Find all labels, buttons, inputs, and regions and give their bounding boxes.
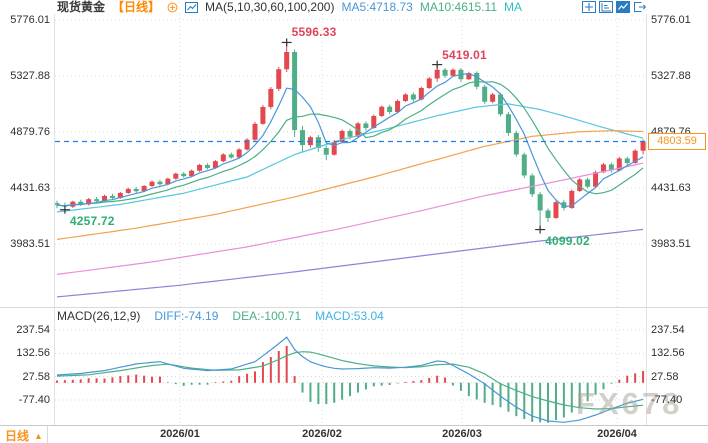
macd-dea-readout: DEA:-100.71 xyxy=(232,309,302,323)
y-axis-tick-left: 5776.01 xyxy=(10,14,50,26)
macd-params-label: MACD(26,12,9) xyxy=(57,309,141,323)
chart-header: 现货黄金 【日线】 MA(5,10,30,60,100,200) MA5:471… xyxy=(57,0,522,15)
macd-axis-tick-left: 237.54 xyxy=(16,324,50,336)
price-annotation: 5596.33 xyxy=(291,25,337,40)
macd-diff-readout: DIFF:-74.19 xyxy=(154,309,219,323)
price-annotation: 5419.01 xyxy=(442,47,487,62)
y-axis-tick-left: 5327.88 xyxy=(10,70,50,82)
macd-axis-tick-right: 27.58 xyxy=(651,370,679,383)
candlestick-chart-icon[interactable] xyxy=(185,2,199,13)
x-axis-label: 2026/04 xyxy=(597,428,637,440)
y-axis-tick-right: 5327.88 xyxy=(651,70,691,82)
exit-chart-icon[interactable] xyxy=(633,1,647,13)
ma5-readout: MA5:4718.73 xyxy=(341,0,413,14)
macd-panel xyxy=(56,336,645,423)
current-price-tag: 4803.59 xyxy=(648,133,706,151)
macd-value-readout: MACD:53.04 xyxy=(315,309,384,323)
ma-more-readout: MA xyxy=(504,0,523,14)
price-annotation: 4257.72 xyxy=(69,213,115,228)
macd-axis-tick-left: 27.58 xyxy=(22,370,50,383)
macd-axis-tick-left: 132.56 xyxy=(16,347,50,360)
chart-toolbar xyxy=(582,1,647,13)
y-axis-tick-right: 4431.63 xyxy=(651,182,691,194)
ma10-readout: MA10:4615.11 xyxy=(419,0,498,14)
period-tag: 【日线】 xyxy=(112,0,161,14)
y-axis-tick-left: 4431.63 xyxy=(10,182,50,194)
x-axis-label: 2026/03 xyxy=(442,428,482,440)
y-axis-tick-left: 3983.51 xyxy=(10,238,50,250)
macd-axis-tick-right: -77.40 xyxy=(651,393,683,406)
y-axis-tick-right: 3983.51 xyxy=(651,238,691,250)
x-axis-label: 2026/01 xyxy=(160,428,200,440)
triangle-up-icon: ▲ xyxy=(34,430,43,441)
macd-header: MACD(26,12,9) DIFF:-74.19 DEA:-100.71 MA… xyxy=(57,309,384,324)
axis-scale-icon[interactable] xyxy=(599,1,613,13)
ma-indicator-label: MA(5,10,30,60,100,200) xyxy=(205,0,335,14)
price-annotation: 4099.02 xyxy=(545,233,590,248)
x-axis-label: 2026/02 xyxy=(302,428,342,440)
period-selector[interactable]: 日线 ▲ xyxy=(5,427,43,443)
macd-axis-tick-right: 237.54 xyxy=(651,324,685,336)
watermark: FX678 xyxy=(576,386,683,421)
add-indicator-icon[interactable] xyxy=(167,2,178,13)
macd-axis-tick-right: 132.56 xyxy=(651,347,685,360)
period-selector-label: 日线 xyxy=(5,429,30,443)
y-axis-tick-right: 5776.01 xyxy=(651,14,691,26)
y-axis-tick-left: 4879.76 xyxy=(10,126,50,138)
macd-axis-tick-left: -77.40 xyxy=(18,393,50,406)
pan-crosshair-icon[interactable] xyxy=(582,1,596,13)
symbol-name: 现货黄金 xyxy=(57,0,106,14)
line-chart-active-icon[interactable] xyxy=(616,1,630,13)
